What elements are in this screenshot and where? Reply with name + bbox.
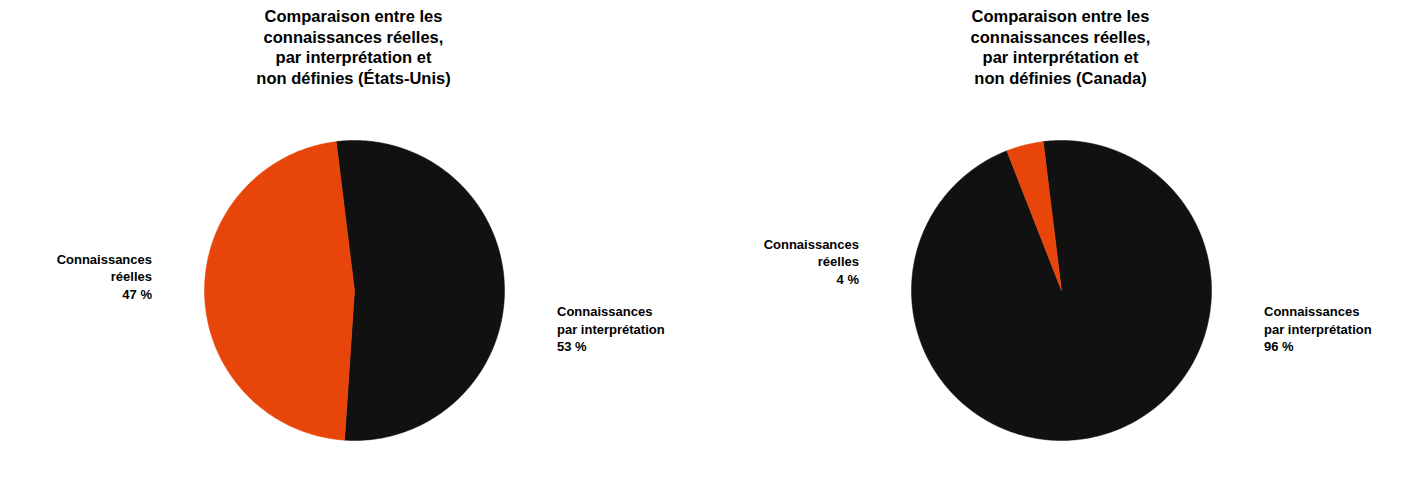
- svg-text:Connaissancesréelles47 %: Connaissancesréelles47 %: [56, 251, 152, 301]
- svg-text:Connaissancespar interprétatio: Connaissancespar interprétation96 %: [1264, 304, 1372, 354]
- html-text:Comparaison entre les connaiss: Comparaison entre les connaissances réel…: [256, 7, 451, 87]
- html-text:Comparaison entre les connaiss: Comparaison entre les connaissances réel…: [970, 7, 1151, 87]
- svg-text:Connaissancespar interprétatio: Connaissancespar interprétation53 %: [557, 304, 665, 354]
- svg-text:Connaissancesréelles4 %: Connaissancesréelles4 %: [763, 236, 859, 286]
